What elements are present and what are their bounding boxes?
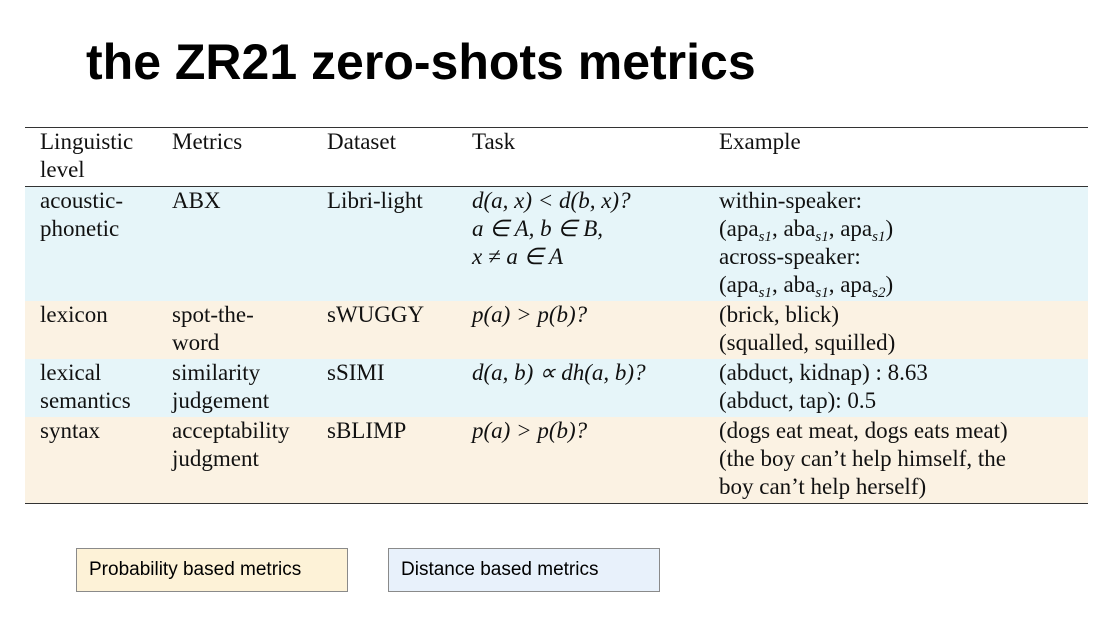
task-line: p(a) > p(b)?: [472, 302, 588, 327]
metric-line: word: [172, 330, 220, 355]
example-line: (abduct, kidnap) : 8.63: [719, 360, 928, 385]
header-metrics: Metrics: [172, 129, 243, 154]
header-example: Example: [719, 129, 801, 154]
table-row: lexicon spot-the- word sWUGGY p(a) > p(b…: [25, 301, 1088, 359]
example-line: (abduct, tap): 0.5: [719, 388, 877, 413]
example-within-triplet: (apas1, abas1, apas1): [719, 216, 894, 245]
task-line: a ∈ A, b ∈ B,: [472, 216, 604, 241]
level-line: acoustic-: [40, 188, 124, 213]
example-line: (squalled, squilled): [719, 330, 896, 355]
example-across-label: across-speaker:: [719, 244, 861, 269]
cell-example: (dogs eat meat, dogs eats meat) (the boy…: [704, 417, 1088, 504]
level-line: lexicon: [40, 302, 108, 327]
cell-dataset: sBLIMP: [327, 418, 407, 443]
task-line: d(a, x) < d(b, x)?: [472, 188, 631, 213]
task-line: x ≠ a ∈ A: [472, 244, 564, 269]
legend-distance: Distance based metrics: [388, 548, 660, 592]
cell-example: within-speaker: (apas1, abas1, apas1) ac…: [704, 187, 1088, 302]
cell-metric: similarity judgement: [157, 359, 312, 417]
cell-metric: acceptability judgment: [157, 417, 312, 504]
metric-line: similarity: [172, 360, 261, 385]
cell-example: (brick, blick) (squalled, squilled): [704, 301, 1088, 359]
cell-level: acoustic- phonetic: [25, 187, 157, 302]
example-within-label: within-speaker:: [719, 188, 863, 213]
cell-task: p(a) > p(b)?: [457, 417, 704, 504]
table-row: syntax acceptability judgment sBLIMP p(a…: [25, 417, 1088, 504]
metric-line: acceptability: [172, 418, 290, 443]
level-line: syntax: [40, 418, 101, 443]
legend-probability: Probability based metrics: [76, 548, 348, 592]
cell-dataset: Libri-light: [327, 188, 423, 213]
cell-metric: ABX: [157, 187, 312, 302]
cell-task: d(a, b) ∝ dh(a, b)?: [457, 359, 704, 417]
cell-level: lexical semantics: [25, 359, 157, 417]
table-row: acoustic- phonetic ABX Libri-light d(a, …: [25, 186, 1088, 302]
level-line: semantics: [40, 388, 131, 413]
metrics-table: Linguistic level Metrics Dataset Task Ex…: [25, 127, 1088, 504]
cell-task: p(a) > p(b)?: [457, 301, 704, 359]
example-across-triplet: (apas1, abas1, apas2): [719, 272, 894, 301]
slide-title: the ZR21 zero-shots metrics: [86, 34, 756, 90]
header-dataset: Dataset: [327, 129, 396, 154]
table-row: lexical semantics similarity judgement s…: [25, 359, 1088, 417]
example-line: (the boy can’t help himself, the: [719, 446, 1006, 471]
level-line: phonetic: [40, 216, 120, 241]
cell-level: syntax: [25, 417, 157, 504]
cell-example: (abduct, kidnap) : 8.63 (abduct, tap): 0…: [704, 359, 1088, 417]
task-line: d(a, b) ∝ dh(a, b)?: [472, 360, 646, 385]
header-task: Task: [472, 129, 516, 154]
task-line: p(a) > p(b)?: [472, 418, 588, 443]
metric-line: judgement: [172, 388, 270, 413]
example-line: (dogs eat meat, dogs eats meat): [719, 418, 1008, 443]
cell-dataset: sSIMI: [327, 360, 385, 385]
cell-dataset: sWUGGY: [327, 302, 425, 327]
example-line: (brick, blick): [719, 302, 840, 327]
level-line: lexical: [40, 360, 102, 385]
header-linguistic-level: Linguistic level: [40, 129, 134, 182]
metric-line: spot-the-: [172, 302, 254, 327]
cell-metric: spot-the- word: [157, 301, 312, 359]
table-header-row: Linguistic level Metrics Dataset Task Ex…: [25, 127, 1088, 187]
metric-line: ABX: [172, 188, 221, 213]
cell-task: d(a, x) < d(b, x)? a ∈ A, b ∈ B, x ≠ a ∈…: [457, 187, 704, 302]
example-line: boy can’t help herself): [719, 474, 927, 499]
cell-level: lexicon: [25, 301, 157, 359]
metric-line: judgment: [172, 446, 259, 471]
